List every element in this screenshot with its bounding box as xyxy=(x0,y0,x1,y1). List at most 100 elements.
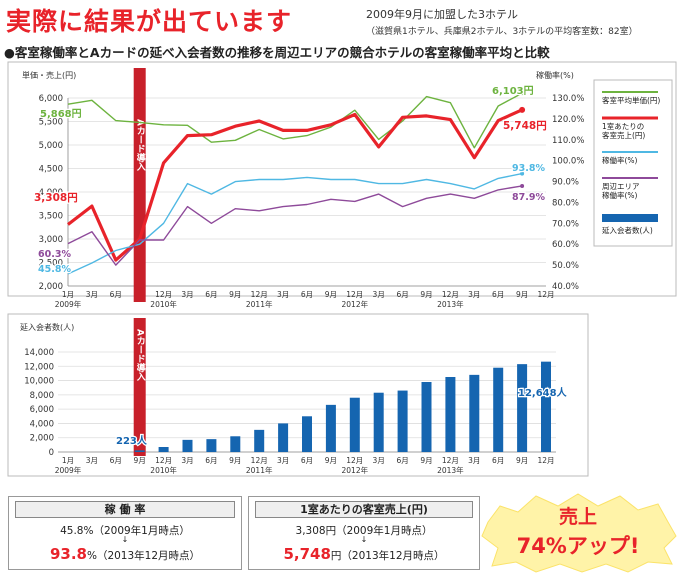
y-tick-label-left: 2,500 xyxy=(39,259,63,269)
series-line xyxy=(67,185,523,266)
y-tick-label-left: 4,000 xyxy=(39,188,63,198)
y-tick-label-right: 130.0% xyxy=(552,94,584,104)
card-intro-label: Aカード導入 xyxy=(135,329,147,382)
x-tick-label: 12月 xyxy=(442,290,459,299)
x-tick-label: 3月 xyxy=(468,456,480,465)
member-bar xyxy=(325,404,336,452)
legend-label: 稼働率(%) xyxy=(602,190,638,200)
data-label: 5,868円 xyxy=(40,108,82,120)
x-tick-label: 3月 xyxy=(277,456,289,465)
x-tick-label: 1月 xyxy=(62,456,74,465)
y-tick-label: 12,000 xyxy=(24,362,54,372)
x-tick-label: 12月 xyxy=(251,290,268,299)
data-label: 12,648人 xyxy=(518,386,568,399)
y-tick-label-right: 100.0% xyxy=(552,157,584,167)
member-bar xyxy=(254,429,265,452)
occupancy-after-text: %（2013年12月時点） xyxy=(86,550,201,562)
occupancy-after: 93.8%（2013年12月時点） xyxy=(9,545,241,563)
x-tick-label: 12月 xyxy=(155,456,172,465)
series-line xyxy=(67,108,523,262)
member-bar xyxy=(230,436,241,452)
revenue-after-text: 円（2013年12月時点） xyxy=(330,550,445,562)
data-label: 60.3% xyxy=(38,249,71,260)
x-tick-label: 6月 xyxy=(110,456,122,465)
x-year-label: 2013年 xyxy=(437,299,464,309)
y-tick-label: 14,000 xyxy=(24,348,54,358)
y-axis-title: 延入会者数(人) xyxy=(20,322,74,332)
x-tick-label: 12月 xyxy=(346,456,363,465)
card-intro-marker xyxy=(133,68,146,302)
chart-subtitle: ●客室稼働率とAカードの延べ入会者数の推移を周辺エリアの競合ホテルの客室稼働率平… xyxy=(4,45,550,60)
revenue-before: 3,308円（2009年1月時点） xyxy=(295,525,433,537)
x-year-label: 2012年 xyxy=(342,299,369,309)
x-year-label: 2009年 xyxy=(55,299,82,309)
page-title: 実際に結果が出ています xyxy=(6,7,293,36)
member-bar xyxy=(182,439,193,452)
legend-label: 延入会者数(人) xyxy=(602,225,653,235)
x-tick-label: 6月 xyxy=(205,290,217,299)
hotel-detail-note: （滋賀県1ホテル、兵庫県2ホテル、3ホテルの平均客室数：82室） xyxy=(366,27,638,37)
member-bar xyxy=(469,374,480,452)
card-intro-marker xyxy=(133,318,146,456)
x-tick-label: 9月 xyxy=(325,290,337,299)
y-tick-label-left: 3,500 xyxy=(39,212,63,222)
x-tick-label: 3月 xyxy=(373,290,385,299)
x-tick-label: 6月 xyxy=(492,290,504,299)
series-endpoint xyxy=(520,91,525,96)
x-tick-label: 3月 xyxy=(181,456,193,465)
x-tick-label: 6月 xyxy=(110,290,122,299)
y-tick-label-right: 60.0% xyxy=(552,240,579,250)
occupancy-after-value: 93.8 xyxy=(49,545,87,563)
x-tick-label: 6月 xyxy=(205,456,217,465)
member-bar xyxy=(397,390,408,452)
y-tick-label-right: 110.0% xyxy=(552,136,584,146)
x-tick-label: 12月 xyxy=(442,456,459,465)
bar-chart: 0 2,000 4,000 6,000 8,000 10,000 12,000 14,000 延… xyxy=(20,318,569,475)
x-tick-label: 9月 xyxy=(420,456,432,465)
x-tick-label: 9月 xyxy=(516,290,528,299)
x-tick-label: 3月 xyxy=(86,456,98,465)
y-tick-label-left: 4,500 xyxy=(39,165,63,175)
chart-canvas: 2,000 2,500 3,000 3,500 4,000 4,500 5,000 5,500… xyxy=(7,61,677,477)
y-tick-label: 4,000 xyxy=(30,419,54,429)
y-tick-label-right: 90.0% xyxy=(552,178,579,188)
revenue-summary-box: 1室あたりの客室売上(円) 3,308円（2009年1月時点） ↓ 5,748円… xyxy=(248,496,480,570)
y-tick-label: 0 xyxy=(49,448,54,458)
member-bar xyxy=(278,423,289,452)
x-year-label: 2010年 xyxy=(150,465,177,475)
y-tick-label: 8,000 xyxy=(30,391,54,401)
data-label: 5,748円 xyxy=(503,120,547,132)
y-tick-label-right: 50.0% xyxy=(552,261,579,271)
x-tick-label: 12月 xyxy=(346,290,363,299)
x-tick-label: 9月 xyxy=(325,456,337,465)
member-bar xyxy=(493,367,504,452)
y-tick-label: 6,000 xyxy=(30,405,54,415)
series-line xyxy=(67,172,523,275)
burst-shape-icon xyxy=(481,493,677,573)
legend-label: 1室あたりの xyxy=(602,121,644,131)
x-tick-label: 6月 xyxy=(301,456,313,465)
line-chart: 2,000 2,500 3,000 3,500 4,000 4,500 5,000 5,500… xyxy=(22,68,584,309)
x-tick-label: 12月 xyxy=(155,290,172,299)
x-tick-label: 3月 xyxy=(373,456,385,465)
series-endpoint xyxy=(519,106,526,113)
member-bar xyxy=(541,361,551,452)
member-bar xyxy=(349,397,360,452)
data-label: 6,103円 xyxy=(492,85,534,97)
x-tick-label: 6月 xyxy=(492,456,504,465)
data-label: 45.8% xyxy=(38,264,71,275)
card-intro-label: Aカード導入 xyxy=(135,119,147,172)
y-axis-title-right: 稼働率(%) xyxy=(536,70,574,80)
sales-up-badge: 売上 74%アップ! xyxy=(478,492,678,574)
x-tick-label: 3月 xyxy=(181,290,193,299)
occupancy-summary-title: 稼 働 率 xyxy=(15,501,235,518)
x-year-label: 2013年 xyxy=(437,465,464,475)
y-tick-label-right: 80.0% xyxy=(552,198,579,208)
x-tick-label: 9月 xyxy=(134,456,146,465)
y-tick-label-right: 120.0% xyxy=(552,115,584,125)
x-tick-label: 3月 xyxy=(468,290,480,299)
legend-label: 客室売上(円) xyxy=(602,130,645,140)
sales-up-line1: 売上 xyxy=(558,506,597,528)
member-bar xyxy=(373,392,384,452)
sales-up-line2: 74%アップ! xyxy=(516,534,640,558)
